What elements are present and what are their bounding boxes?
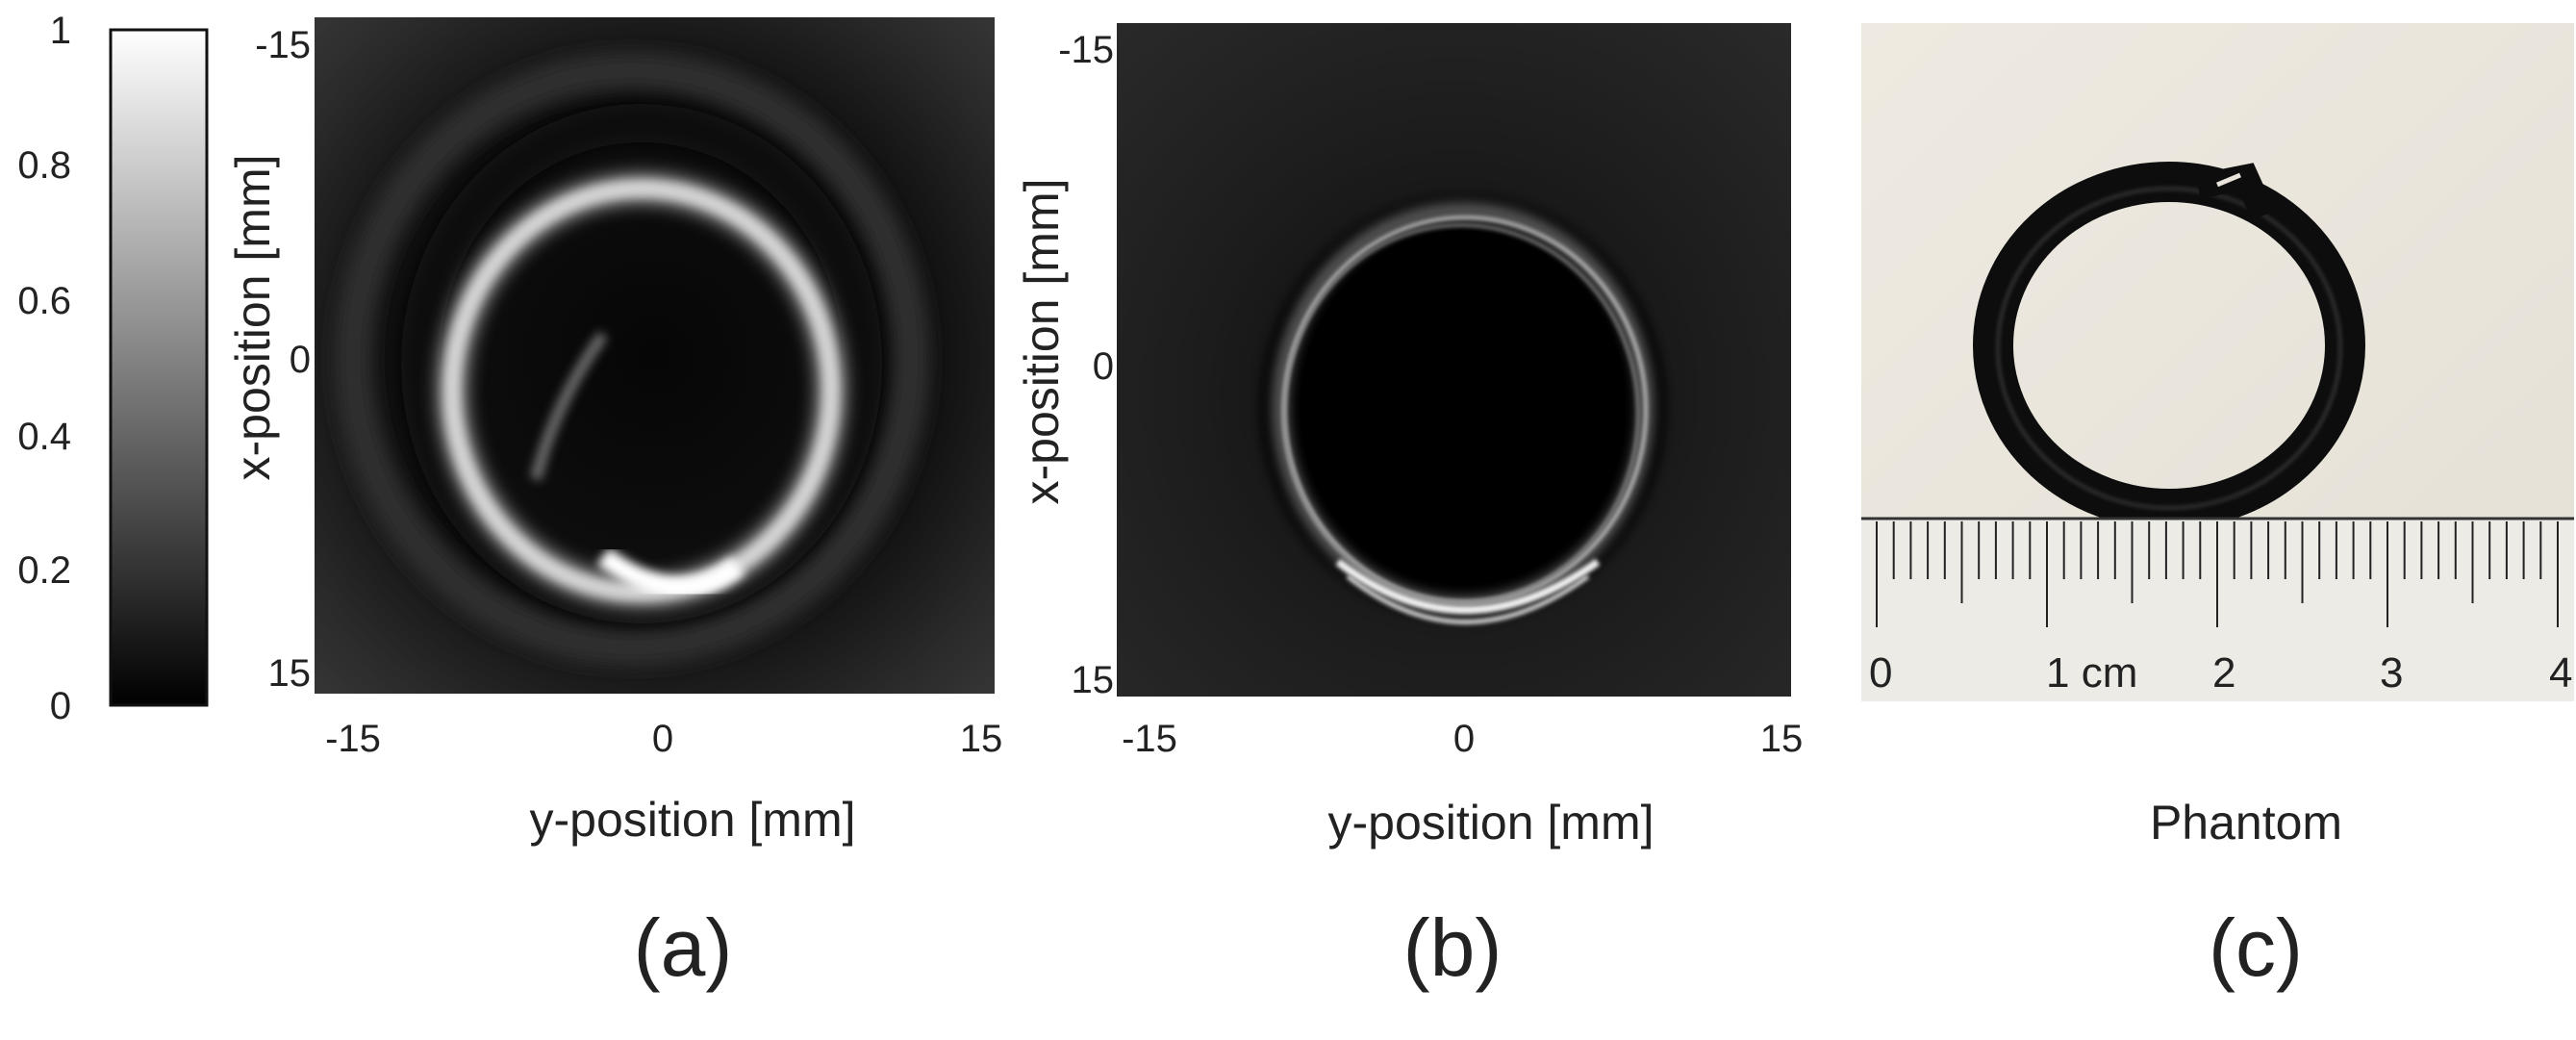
ruler	[1861, 517, 2574, 701]
b-x-tick: -15	[1122, 718, 1177, 760]
a-y-axis-label: x-position [mm]	[226, 154, 280, 481]
caption-a: (a)	[633, 902, 733, 993]
a-x-tick: -15	[325, 718, 381, 760]
heatmap-a	[315, 17, 995, 694]
ruler-label: 0	[1869, 649, 1893, 697]
ruler-label: 3	[2380, 649, 2404, 697]
phantom-photo	[1861, 23, 2574, 701]
a-y-tick: 15	[267, 652, 312, 695]
ruler-label: 4	[2549, 649, 2573, 697]
caption-b: (b)	[1402, 902, 1503, 993]
a-x-tick: 0	[651, 718, 674, 760]
b-y-tick: -15	[1058, 29, 1114, 71]
b-x-tick: 0	[1452, 718, 1476, 760]
b-y-tick: 15	[1071, 659, 1115, 701]
colorbar-tick: 0.6	[17, 280, 71, 322]
colorbar-tick: 0.4	[17, 416, 71, 458]
colorbar	[109, 28, 209, 707]
colorbar-tick: 0	[49, 685, 71, 727]
caption-c: (c)	[2209, 902, 2303, 993]
a-y-tick: -15	[255, 24, 311, 66]
colorbar-tick: 1	[49, 10, 71, 52]
a-x-axis-label: y-position [mm]	[529, 793, 856, 847]
a-y-tick: 0	[289, 339, 311, 381]
a-x-tick: 15	[959, 718, 1003, 760]
b-x-axis-label: y-position [mm]	[1327, 796, 1654, 850]
colorbar-tick: 0.8	[17, 144, 71, 187]
ruler-label: 2	[2212, 649, 2236, 697]
ruler-label: 1 cm	[2046, 649, 2138, 697]
colorbar-tick: 0.2	[17, 549, 71, 592]
heatmap-b	[1117, 23, 1791, 697]
phantom-label: Phantom	[2149, 796, 2343, 850]
b-x-tick: 15	[1759, 718, 1804, 760]
b-y-tick: 0	[1092, 345, 1114, 388]
b-y-axis-label: x-position [mm]	[1015, 178, 1069, 505]
